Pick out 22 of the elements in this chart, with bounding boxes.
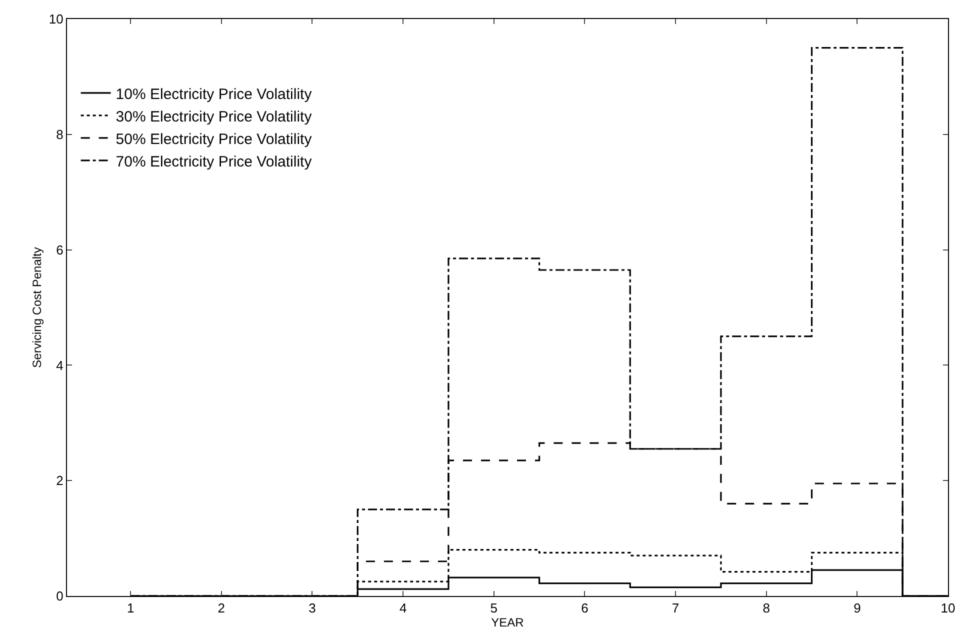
x-tick-label: 3	[308, 600, 316, 616]
y-tick-label: 8	[56, 126, 64, 142]
x-tick-label: 1	[126, 600, 134, 616]
x-tick-label: 6	[581, 600, 588, 616]
x-tick-label: 2	[218, 600, 226, 616]
y-tick-label: 2	[56, 473, 64, 488]
y-tick-label: 4	[56, 358, 64, 373]
x-tick-label: 7	[672, 600, 680, 616]
y-tick-label: 6	[56, 242, 64, 258]
x-axis-title: YEAR	[491, 616, 524, 630]
x-tick-label: 4	[399, 600, 407, 616]
y-tick-label: 0	[56, 588, 64, 604]
legend-label: 50% Electricity Price Volatility	[116, 130, 312, 148]
legend-label: 70% Electricity Price Volatility	[116, 153, 312, 170]
x-tick-label: 10	[940, 600, 956, 616]
legend-label: 30% Electricity Price Volatility	[116, 108, 312, 126]
y-tick-label: 10	[48, 12, 64, 27]
x-tick-label: 8	[762, 600, 770, 616]
x-tick-label: 5	[490, 600, 498, 616]
legend-label: 10% Electricity Price Volatility	[116, 86, 312, 103]
x-tick-label: 9	[854, 600, 861, 616]
y-axis-title: Servicing Cost Penalty	[30, 247, 44, 368]
